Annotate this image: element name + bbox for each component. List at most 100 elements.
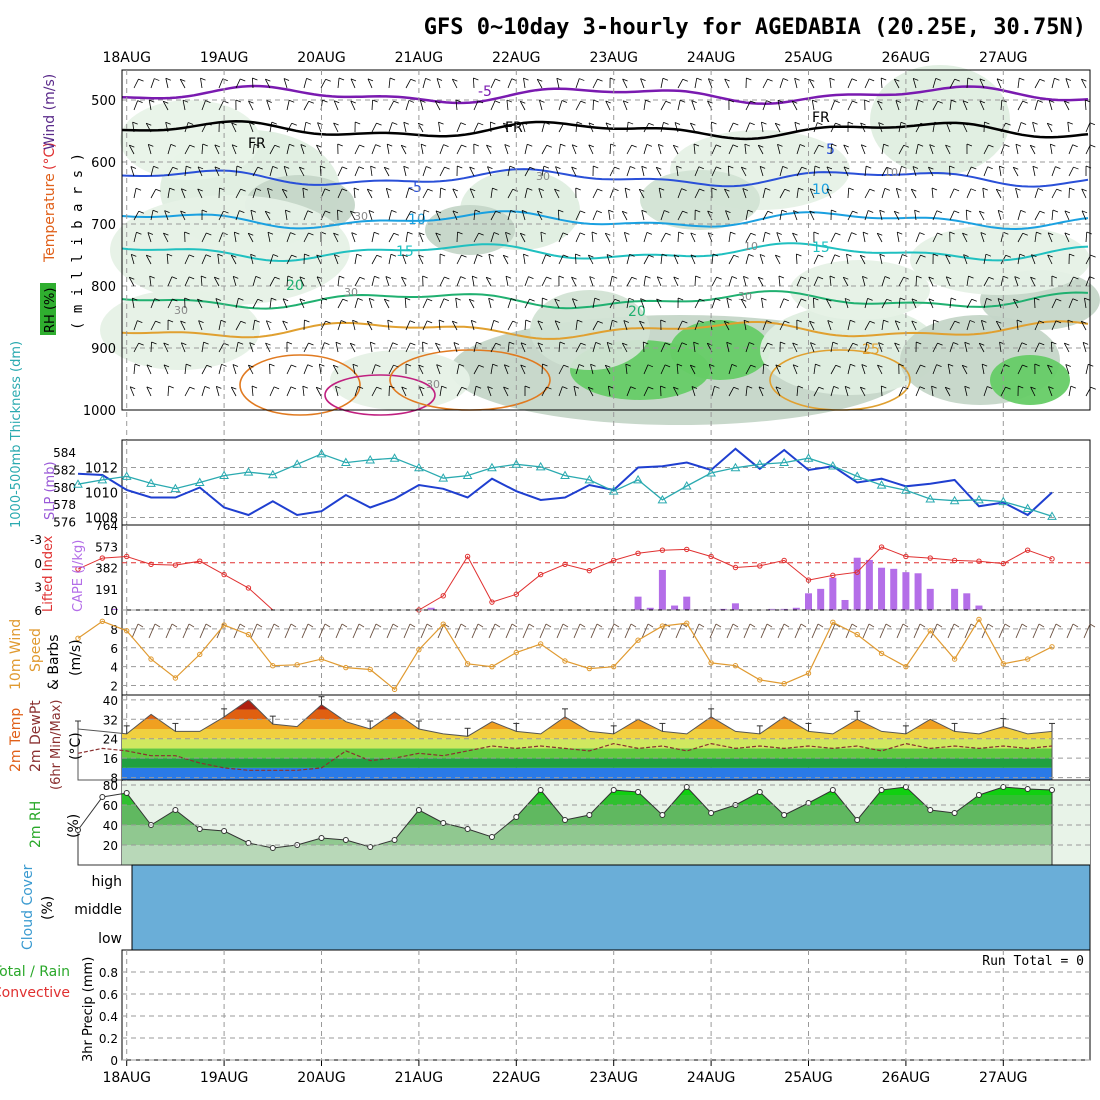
wind-barb-flag <box>240 188 246 192</box>
wind-barb <box>388 78 391 89</box>
wind-barb-flag <box>1022 100 1028 104</box>
wind-barb-flag <box>1082 342 1089 345</box>
wind-barb <box>502 255 509 265</box>
wind-speed-point <box>513 649 519 656</box>
wind-barb-flag <box>340 320 347 323</box>
wind-barb-flag <box>945 386 951 390</box>
wind10-barb-flag <box>494 623 501 628</box>
wind-barb <box>388 233 395 243</box>
wind-barb <box>370 166 373 177</box>
li-point <box>611 557 617 564</box>
wind-barb <box>1063 342 1070 353</box>
wind-barb <box>319 165 322 177</box>
li-point <box>99 555 106 561</box>
wind-barb <box>677 79 684 89</box>
wind-barb-flag <box>783 298 789 302</box>
wind-barb-flag <box>677 297 684 301</box>
thickness-label: 1000-500mb Thickness (dm) <box>9 341 24 528</box>
wind-barb-flag <box>440 187 446 191</box>
temp-band <box>122 748 1052 759</box>
wind10-barb <box>777 623 785 639</box>
li-line <box>77 546 1053 611</box>
wind10-barb-flag <box>341 623 348 628</box>
wind-barb-flag <box>612 275 618 279</box>
wind-barb-flag <box>132 121 138 125</box>
wind-barb-flag <box>257 298 263 302</box>
wind-barb <box>676 364 679 375</box>
wind-barb-flag <box>1038 320 1045 324</box>
wind-barb <box>303 210 309 221</box>
wind-barb <box>982 188 985 199</box>
wind-barb <box>524 188 528 199</box>
thickness-point <box>925 493 936 503</box>
wind-barb <box>473 210 476 221</box>
wind-barb-flag <box>146 364 153 368</box>
wind-barb-flag <box>775 254 781 258</box>
wind-barb <box>830 342 834 353</box>
wind-barb <box>184 122 189 133</box>
wind-barb-flag <box>486 144 492 148</box>
li-point <box>854 569 860 575</box>
wind-barb-flag <box>1036 231 1042 235</box>
wind-barb-flag <box>356 253 362 257</box>
wind-barb-flag <box>198 320 204 323</box>
wind10-barb-flag <box>188 623 195 628</box>
wind-barb <box>1068 386 1072 397</box>
wind-barb <box>383 298 390 309</box>
li-point <box>1049 556 1055 562</box>
isotherm-line <box>121 84 1089 105</box>
wind-barb-flag <box>743 319 750 323</box>
wind-barb <box>677 188 682 199</box>
wind-barb <box>880 385 883 397</box>
wind-barb <box>911 320 917 331</box>
wind-barb-flag <box>188 276 195 280</box>
pressure-tick: 900 <box>91 342 116 357</box>
wind-barb <box>316 276 322 287</box>
wind-barb-flag <box>403 165 409 169</box>
wind-barb <box>558 386 563 397</box>
wind-barb <box>167 385 170 397</box>
wind-barb-flag <box>214 144 220 148</box>
wind-barb-flag <box>742 188 748 191</box>
wind-barb-flag <box>206 232 212 236</box>
wind-barb <box>932 122 936 133</box>
wind-barb-flag <box>711 121 717 125</box>
rh-point <box>708 810 715 816</box>
wind-barb <box>1068 276 1074 287</box>
li-tick: 0 <box>34 557 42 571</box>
rh-shade <box>110 195 350 305</box>
rh-point <box>586 812 593 818</box>
rh-point <box>951 810 958 816</box>
wind-barb-flag <box>732 144 739 148</box>
wind-barb-flag <box>614 166 620 170</box>
wind-barb-flag <box>733 122 739 126</box>
wind-barb <box>456 254 462 265</box>
wind-barb <box>265 78 271 89</box>
wind-barb-flag <box>374 275 380 279</box>
wind-barb <box>796 298 802 309</box>
wind-barb-flag <box>1047 364 1053 368</box>
wind-barb-flag <box>231 144 238 148</box>
wind-barb-flag <box>188 122 194 125</box>
wind-barb <box>488 254 492 265</box>
wind10-barb <box>522 623 530 639</box>
li-point <box>635 550 641 557</box>
wind-barb-flag <box>912 166 919 169</box>
wind-barb-flag <box>189 144 195 148</box>
wind-barb <box>524 298 530 309</box>
wind-barb <box>388 342 394 353</box>
wind-barb <box>881 320 884 331</box>
wind-barb-flag <box>844 386 851 389</box>
wind-barb <box>792 364 798 375</box>
warm-contour <box>239 354 361 416</box>
date-label-top: 23AUG <box>589 50 638 66</box>
wind10-barb-flag <box>936 623 943 628</box>
wind-barb <box>881 167 888 177</box>
temp2m-label: 2m Temp <box>8 708 24 772</box>
wind-barb-flag <box>153 165 159 169</box>
wind-barb <box>286 364 292 375</box>
wind-barb-flag <box>696 77 702 81</box>
wind-barb-flag <box>639 320 645 324</box>
wind10-barb <box>335 623 343 639</box>
wind-barb <box>745 210 749 221</box>
